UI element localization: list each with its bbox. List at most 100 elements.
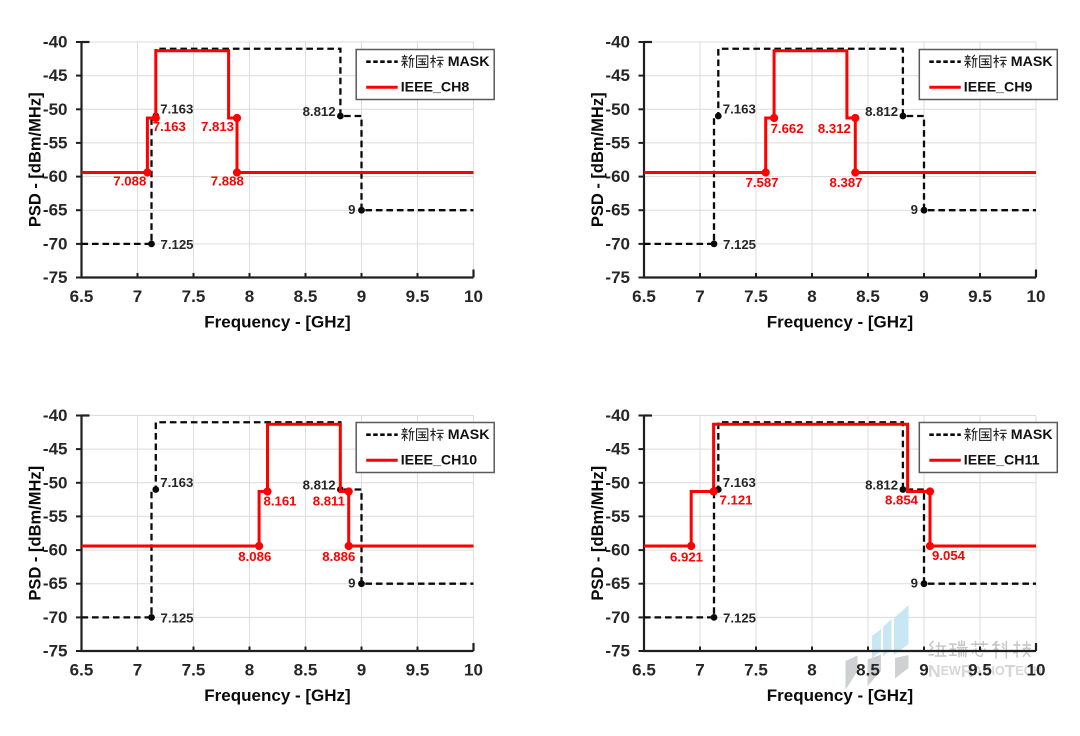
svg-text:10: 10 bbox=[1027, 287, 1046, 306]
svg-text:6.5: 6.5 bbox=[632, 661, 656, 680]
svg-text:-45: -45 bbox=[605, 66, 630, 85]
svg-text:7.088: 7.088 bbox=[113, 174, 146, 189]
svg-text:-70: -70 bbox=[43, 608, 68, 627]
svg-text:7.125: 7.125 bbox=[723, 237, 756, 252]
svg-text:9.054: 9.054 bbox=[932, 548, 966, 563]
svg-text:7.163: 7.163 bbox=[153, 119, 186, 134]
svg-text:9: 9 bbox=[919, 661, 928, 680]
svg-text:8.886: 8.886 bbox=[322, 549, 355, 564]
svg-text:-65: -65 bbox=[605, 574, 630, 593]
svg-text:8.312: 8.312 bbox=[818, 121, 851, 136]
svg-text:Frequency - [GHz]: Frequency - [GHz] bbox=[767, 686, 913, 705]
svg-text:-75: -75 bbox=[43, 268, 68, 287]
svg-text:7.125: 7.125 bbox=[723, 611, 756, 626]
svg-text:9.5: 9.5 bbox=[968, 661, 992, 680]
svg-text:-40: -40 bbox=[605, 406, 630, 425]
svg-text:7.125: 7.125 bbox=[161, 237, 194, 252]
svg-text:7.163: 7.163 bbox=[160, 102, 193, 117]
svg-text:9.5: 9.5 bbox=[406, 287, 430, 306]
svg-text:-45: -45 bbox=[605, 440, 630, 459]
svg-text:-60: -60 bbox=[605, 541, 630, 560]
svg-text:-55: -55 bbox=[605, 507, 630, 526]
svg-text:-50: -50 bbox=[605, 100, 630, 119]
svg-text:MASK: MASK bbox=[1011, 427, 1054, 443]
svg-text:8.5: 8.5 bbox=[294, 661, 318, 680]
svg-text:8: 8 bbox=[807, 661, 816, 680]
svg-text:8.812: 8.812 bbox=[865, 477, 898, 492]
svg-text:IEEE_CH8: IEEE_CH8 bbox=[401, 80, 470, 96]
svg-text:-45: -45 bbox=[43, 440, 68, 459]
svg-text:Frequency - [GHz]: Frequency - [GHz] bbox=[204, 313, 350, 332]
svg-text:-70: -70 bbox=[605, 234, 630, 253]
svg-text:-70: -70 bbox=[43, 234, 68, 253]
svg-text:IEEE_CH9: IEEE_CH9 bbox=[964, 80, 1033, 96]
svg-text:IEEE_CH11: IEEE_CH11 bbox=[964, 453, 1040, 469]
svg-text:NEWRADIOTECH: NEWRADIOTECH bbox=[928, 661, 1042, 681]
svg-text:7: 7 bbox=[695, 661, 704, 680]
svg-text:8.854: 8.854 bbox=[885, 493, 919, 508]
svg-text:7.5: 7.5 bbox=[744, 287, 768, 306]
svg-text:10: 10 bbox=[464, 661, 483, 680]
svg-text:8: 8 bbox=[245, 287, 254, 306]
svg-text:7: 7 bbox=[133, 287, 142, 306]
svg-text:7.888: 7.888 bbox=[211, 174, 244, 189]
svg-text:9: 9 bbox=[919, 287, 928, 306]
svg-text:IEEE_CH10: IEEE_CH10 bbox=[401, 453, 478, 469]
svg-text:9: 9 bbox=[357, 661, 366, 680]
svg-text:8.812: 8.812 bbox=[865, 104, 898, 119]
svg-text:-75: -75 bbox=[43, 642, 68, 661]
svg-text:9: 9 bbox=[911, 575, 918, 590]
svg-text:-55: -55 bbox=[43, 507, 68, 526]
svg-text:-40: -40 bbox=[43, 406, 68, 425]
svg-text:Frequency - [GHz]: Frequency - [GHz] bbox=[204, 686, 350, 705]
svg-text:8.161: 8.161 bbox=[264, 493, 297, 508]
svg-text:8.5: 8.5 bbox=[856, 287, 880, 306]
svg-text:7.125: 7.125 bbox=[161, 611, 194, 626]
svg-text:-50: -50 bbox=[43, 473, 68, 492]
svg-text:9.5: 9.5 bbox=[968, 287, 992, 306]
svg-text:6.5: 6.5 bbox=[632, 287, 656, 306]
svg-text:7.121: 7.121 bbox=[720, 493, 753, 508]
svg-text:7.163: 7.163 bbox=[723, 475, 756, 490]
svg-text:-55: -55 bbox=[605, 133, 630, 152]
svg-text:8.812: 8.812 bbox=[303, 477, 336, 492]
svg-text:-45: -45 bbox=[43, 66, 68, 85]
svg-text:-60: -60 bbox=[43, 541, 68, 560]
svg-text:8: 8 bbox=[807, 287, 816, 306]
svg-text:8.5: 8.5 bbox=[294, 287, 318, 306]
svg-text:-55: -55 bbox=[43, 133, 68, 152]
svg-text:PSD - [dBm/MHz]: PSD - [dBm/MHz] bbox=[27, 92, 45, 227]
svg-text:7.5: 7.5 bbox=[182, 661, 206, 680]
svg-text:7.813: 7.813 bbox=[201, 119, 234, 134]
svg-text:7.587: 7.587 bbox=[745, 175, 778, 190]
svg-text:MASK: MASK bbox=[448, 54, 491, 70]
svg-text:-40: -40 bbox=[605, 33, 630, 52]
svg-text:7: 7 bbox=[133, 661, 142, 680]
svg-text:-40: -40 bbox=[43, 33, 68, 52]
svg-text:8.387: 8.387 bbox=[829, 175, 862, 190]
svg-text:8.812: 8.812 bbox=[303, 104, 336, 119]
svg-text:-50: -50 bbox=[605, 473, 630, 492]
svg-text:6.5: 6.5 bbox=[70, 287, 94, 306]
svg-text:-60: -60 bbox=[43, 167, 68, 186]
svg-text:MASK: MASK bbox=[1011, 54, 1054, 70]
svg-text:-75: -75 bbox=[605, 268, 630, 287]
svg-text:8.086: 8.086 bbox=[238, 549, 271, 564]
svg-text:10: 10 bbox=[464, 287, 483, 306]
svg-text:-65: -65 bbox=[605, 201, 630, 220]
svg-text:9: 9 bbox=[348, 575, 355, 590]
svg-text:-50: -50 bbox=[43, 100, 68, 119]
svg-text:8.811: 8.811 bbox=[313, 493, 345, 508]
svg-text:-65: -65 bbox=[43, 201, 68, 220]
svg-text:-70: -70 bbox=[605, 608, 630, 627]
svg-text:9: 9 bbox=[348, 202, 355, 217]
svg-text:6.5: 6.5 bbox=[70, 661, 94, 680]
svg-text:Frequency - [GHz]: Frequency - [GHz] bbox=[767, 313, 913, 332]
svg-text:10: 10 bbox=[1027, 661, 1046, 680]
svg-text:PSD - [dBm/MHz]: PSD - [dBm/MHz] bbox=[589, 92, 607, 227]
svg-text:PSD - [dBm/MHz]: PSD - [dBm/MHz] bbox=[589, 466, 607, 601]
svg-text:7.5: 7.5 bbox=[182, 287, 206, 306]
svg-text:6.921: 6.921 bbox=[670, 550, 703, 565]
svg-text:7: 7 bbox=[695, 287, 704, 306]
svg-text:PSD - [dBm/MHz]: PSD - [dBm/MHz] bbox=[27, 466, 45, 601]
